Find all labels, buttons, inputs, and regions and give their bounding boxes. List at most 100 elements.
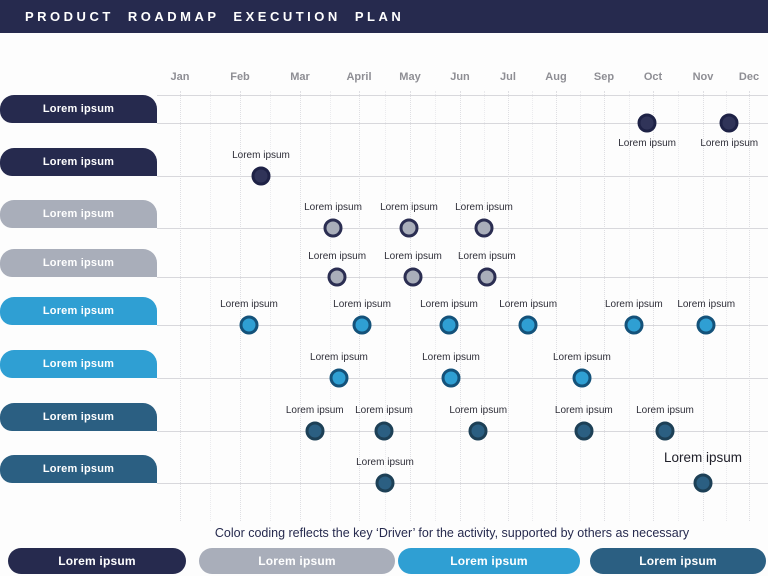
grid-vline — [508, 91, 509, 521]
milestone-dot — [655, 421, 675, 441]
milestone-dot — [474, 218, 494, 238]
row-line — [157, 325, 768, 326]
grid-vline — [556, 91, 557, 521]
row-line — [157, 228, 768, 229]
milestone-dot — [251, 166, 271, 186]
milestone-dot — [572, 368, 592, 388]
milestone-dot — [518, 315, 538, 335]
milestone-label: Lorem ipsum — [220, 299, 278, 310]
month-label: Aug — [545, 71, 567, 83]
grid-vline — [460, 91, 461, 521]
row-pill: Lorem ipsum — [0, 249, 157, 277]
row-pill-label: Lorem ipsum — [42, 463, 115, 475]
milestone-label: Lorem ipsum — [663, 450, 743, 465]
milestone-label: Lorem ipsum — [380, 202, 438, 213]
milestone-dot — [374, 421, 394, 441]
milestone-dot — [327, 267, 347, 287]
milestone-label: Lorem ipsum — [457, 251, 516, 262]
legend-pill-label: Lorem ipsum — [639, 554, 717, 568]
row-pill: Lorem ipsum — [0, 403, 157, 431]
roadmap-chart: Jan Feb Mar April May Jun Jul Aug Sep Oct Nov Dec L… — [0, 33, 768, 528]
milestone-label: Lorem ipsum — [333, 299, 391, 310]
grid-vline-half — [628, 91, 630, 521]
milestone-label: Lorem ipsum — [310, 352, 368, 363]
month-label: Nov — [692, 71, 714, 83]
milestone-dot — [574, 421, 594, 441]
milestone-label: Lorem ipsum — [356, 457, 414, 468]
legend-pill: Lorem ipsum — [398, 548, 580, 574]
milestone-dot — [696, 315, 716, 335]
milestone-label: Lorem ipsum — [618, 138, 677, 149]
legend-pill: Lorem ipsum — [8, 548, 186, 574]
row-pill-label: Lorem ipsum — [42, 103, 115, 115]
month-label: Jul — [500, 71, 516, 83]
milestone-dot — [239, 315, 259, 335]
milestone-label: Lorem ipsum — [285, 405, 344, 416]
row-pill-label: Lorem ipsum — [42, 305, 115, 317]
legend-pill-label: Lorem ipsum — [58, 554, 136, 568]
row-pill: Lorem ipsum — [0, 455, 157, 483]
row-pill: Lorem ipsum — [0, 148, 157, 176]
row-line — [157, 483, 768, 484]
milestone-label: Lorem ipsum — [455, 202, 513, 213]
milestone-dot — [403, 267, 423, 287]
milestone-label: Lorem ipsum — [604, 299, 663, 310]
legend-pill-label: Lorem ipsum — [450, 554, 528, 568]
milestone-dot — [439, 315, 459, 335]
milestone-dot — [693, 473, 713, 493]
grid-vline-half — [484, 91, 485, 521]
row-pill-label: Lorem ipsum — [42, 358, 115, 370]
row-pill: Lorem ipsum — [0, 200, 157, 228]
month-label: Mar — [290, 71, 310, 83]
grid-vline-half — [270, 91, 271, 521]
row-pill-label: Lorem ipsum — [42, 257, 115, 269]
milestone-dot — [323, 218, 343, 238]
milestone-label: Lorem ipsum — [232, 150, 290, 161]
row-pill-label: Lorem ipsum — [42, 411, 115, 423]
milestone-label: Lorem ipsum — [355, 405, 413, 416]
milestone-dot — [352, 315, 372, 335]
milestone-label: Lorem ipsum — [384, 251, 442, 262]
milestone-dot — [468, 421, 488, 441]
grid-vline — [359, 91, 360, 521]
milestone-dot — [399, 218, 419, 238]
title-bar: PRODUCT ROADMAP EXECUTION PLAN — [0, 0, 768, 33]
grid-vline — [653, 91, 654, 521]
grid-vline-half — [678, 91, 679, 521]
milestone-dot — [624, 315, 644, 335]
row-pill: Lorem ipsum — [0, 350, 157, 378]
month-label: May — [399, 71, 421, 83]
grid-vline-half — [580, 91, 581, 521]
grid-vline-half — [726, 91, 727, 521]
month-label: Jun — [450, 71, 470, 83]
grid-vline-half — [384, 91, 386, 521]
month-label: Feb — [230, 71, 250, 83]
milestone-label: Lorem ipsum — [700, 138, 759, 149]
row-line — [157, 431, 768, 432]
milestone-dot — [375, 473, 395, 493]
milestone-dot — [477, 267, 497, 287]
milestone-dot — [441, 368, 461, 388]
grid-vline-half — [329, 91, 331, 521]
legend-pill: Lorem ipsum — [199, 548, 395, 574]
row-line — [157, 277, 768, 278]
milestone-label: Lorem ipsum — [554, 405, 613, 416]
milestone-label: Lorem ipsum — [422, 352, 480, 363]
milestone-label: Lorem ipsum — [308, 251, 367, 262]
month-label: April — [346, 71, 372, 83]
month-label: Oct — [643, 71, 663, 83]
milestone-dot — [329, 368, 349, 388]
milestone-dot — [637, 113, 657, 133]
milestone-label: Lorem ipsum — [553, 352, 611, 363]
month-label: Jan — [170, 71, 190, 83]
grid-vline — [300, 91, 301, 521]
color-coding-note: Color coding reflects the key ‘Driver’ f… — [214, 526, 690, 540]
month-label: Dec — [738, 71, 760, 83]
milestone-label: Lorem ipsum — [420, 299, 478, 310]
row-pill: Lorem ipsum — [0, 297, 157, 325]
month-label: Sep — [593, 71, 615, 83]
row-line — [157, 176, 768, 177]
row-line — [157, 95, 768, 96]
grid-vline — [604, 91, 605, 521]
milestone-label: Lorem ipsum — [499, 299, 558, 310]
